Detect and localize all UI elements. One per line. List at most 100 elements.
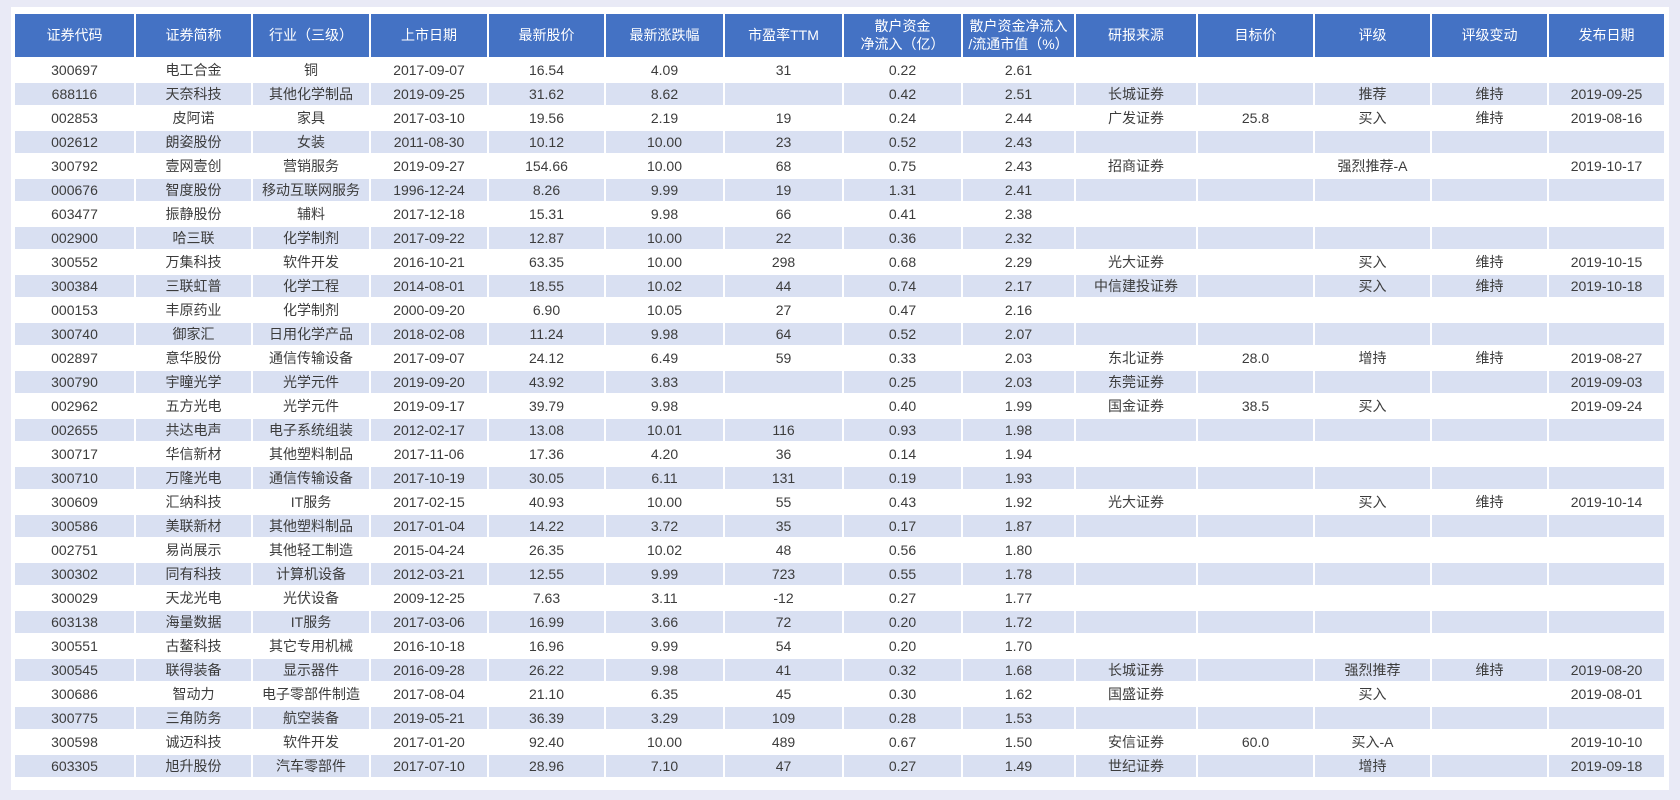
cell-latest_price: 16.99 xyxy=(488,610,606,635)
column-header-latest_price[interactable]: 最新股价 xyxy=(488,14,606,60)
cell-industry: 营销服务 xyxy=(252,154,371,179)
column-header-change_pct[interactable]: 最新涨跌幅 xyxy=(605,14,725,60)
table-row[interactable]: 603477 振静股份 辅料 2017-12-18 15.31 9.98 66 0.41 2.3… xyxy=(15,202,1664,227)
cell-rating_change: 维持 xyxy=(1431,106,1549,131)
cell-change_pct: 3.83 xyxy=(605,370,725,395)
cell-industry: 航空装备 xyxy=(252,706,371,731)
cell-code: 300710 xyxy=(15,466,136,491)
table-row[interactable]: 603305 旭升股份 汽车零部件 2017-07-10 28.96 7.10 47 0.27… xyxy=(15,754,1664,779)
cell-listing_date: 2016-10-21 xyxy=(370,250,489,275)
cell-inflow_ratio: 2.43 xyxy=(962,154,1076,179)
table-row[interactable]: 300384 三联虹普 化学工程 2014-08-01 18.55 10.02 44 0.74… xyxy=(15,274,1664,299)
cell-target_price xyxy=(1197,466,1315,491)
cell-change_pct: 3.66 xyxy=(605,610,725,635)
table-row[interactable]: 300029 天龙光电 光伏设备 2009-12-25 7.63 3.11 -12 0.27 1… xyxy=(15,586,1664,611)
table-row[interactable]: 002897 意华股份 通信传输设备 2017-09-07 24.12 6.49 59 0.3… xyxy=(15,346,1664,371)
table-row[interactable]: 300710 万隆光电 通信传输设备 2017-10-19 30.05 6.11 131 0.… xyxy=(15,466,1664,491)
cell-latest_price: 8.26 xyxy=(488,178,606,203)
cell-retail_inflow: 0.93 xyxy=(843,418,963,443)
cell-listing_date: 2017-11-06 xyxy=(370,442,489,467)
cell-target_price xyxy=(1197,754,1315,779)
table-row[interactable]: 000676 智度股份 移动互联网服务 1996-12-24 8.26 9.99 19 1.3… xyxy=(15,178,1664,203)
cell-target_price: 28.0 xyxy=(1197,346,1315,371)
table-row[interactable]: 002900 哈三联 化学制剂 2017-09-22 12.87 10.00 22 0.36 2… xyxy=(15,226,1664,251)
table-row[interactable]: 002751 易尚展示 其他轻工制造 2015-04-24 26.35 10.02 48 0.… xyxy=(15,538,1664,563)
cell-pe_ttm: 22 xyxy=(724,226,844,251)
cell-industry: 电子系统组装 xyxy=(252,418,371,443)
cell-publish_date: 2019-08-16 xyxy=(1548,106,1664,131)
cell-rating: 买入-A xyxy=(1314,730,1432,755)
column-header-industry[interactable]: 行业（三级） xyxy=(252,14,371,60)
table-row[interactable]: 300775 三角防务 航空装备 2019-05-21 36.39 3.29 109 0.28… xyxy=(15,706,1664,731)
cell-code: 300686 xyxy=(15,682,136,707)
column-header-rating_change[interactable]: 评级变动 xyxy=(1431,14,1549,60)
column-header-report_source[interactable]: 研报来源 xyxy=(1075,14,1198,60)
cell-latest_price: 43.92 xyxy=(488,370,606,395)
table-row[interactable]: 688116 天奈科技 其他化学制品 2019-09-25 31.62 8.62 0.42 2… xyxy=(15,82,1664,107)
table-row[interactable]: 002612 朗姿股份 女装 2011-08-30 10.12 10.00 23 0.52 2.… xyxy=(15,130,1664,155)
column-header-publish_date[interactable]: 发布日期 xyxy=(1548,14,1664,60)
table-row[interactable]: 300697 电工合金铜 2017-09-07 16.54 4.09 31 0.22 2.61 xyxy=(15,58,1664,83)
table-row[interactable]: 300302 同有科技 计算机设备 2012-03-21 12.55 9.99 723 0.5… xyxy=(15,562,1664,587)
table-row[interactable]: 002655 共达电声 电子系统组装 2012-02-17 13.08 10.01 116 0… xyxy=(15,418,1664,443)
cell-target_price xyxy=(1197,226,1315,251)
column-header-pe_ttm[interactable]: 市盈率TTM xyxy=(724,14,844,60)
table-row[interactable]: 300686 智动力 电子零部件制造 2017-08-04 21.10 6.35 45 0.3… xyxy=(15,682,1664,707)
column-header-retail_inflow[interactable]: 散户资金 净流入（亿） xyxy=(843,14,963,60)
cell-industry: 其他化学制品 xyxy=(252,82,371,107)
cell-publish_date: 2019-09-25 xyxy=(1548,82,1664,107)
table-row[interactable]: 300551 古鳌科技 其它专用机械 2016-10-18 16.96 9.99 54 0.2… xyxy=(15,634,1664,659)
cell-listing_date: 2015-04-24 xyxy=(370,538,489,563)
cell-code: 002612 xyxy=(15,130,136,155)
cell-industry: 家具 xyxy=(252,106,371,131)
table-row[interactable]: 002853 皮阿诺 家具 2017-03-10 19.56 2.19 19 0.24 2.44… xyxy=(15,106,1664,131)
table-row[interactable]: 000153 丰原药业 化学制剂 2000-09-20 6.90 10.05 27 0.47 2… xyxy=(15,298,1664,323)
cell-change_pct: 9.98 xyxy=(605,202,725,227)
column-header-inflow_ratio[interactable]: 散户资金净流入 /流通市值（%） xyxy=(962,14,1076,60)
table-row[interactable]: 300552 万集科技 软件开发 2016-10-21 63.35 10.00 298 0.6… xyxy=(15,250,1664,275)
cell-inflow_ratio: 1.98 xyxy=(962,418,1076,443)
table-row[interactable]: 002962 五方光电 光学元件 2019-09-17 39.79 9.98 0.40 1.9… xyxy=(15,394,1664,419)
cell-industry: 通信传输设备 xyxy=(252,466,371,491)
cell-retail_inflow: 0.17 xyxy=(843,514,963,539)
cell-code: 300609 xyxy=(15,490,136,515)
column-header-rating[interactable]: 评级 xyxy=(1314,14,1432,60)
cell-rating_change: 维持 xyxy=(1431,346,1549,371)
cell-retail_inflow: 0.42 xyxy=(843,82,963,107)
table-row[interactable]: 300609 汇纳科技 IT服务 2017-02-15 40.93 10.00 55 0.43… xyxy=(15,490,1664,515)
table-row[interactable]: 300740 御家汇 日用化学产品 2018-02-08 11.24 9.98 64 0.52… xyxy=(15,322,1664,347)
table-row[interactable]: 300598 诚迈科技 软件开发 2017-01-20 92.40 10.00 489 0.6… xyxy=(15,730,1664,755)
cell-report_source: 光大证券 xyxy=(1075,490,1198,515)
cell-publish_date: 2019-08-27 xyxy=(1548,346,1664,371)
cell-retail_inflow: 0.24 xyxy=(843,106,963,131)
cell-publish_date: 2019-10-17 xyxy=(1548,154,1664,179)
cell-rating_change xyxy=(1431,154,1549,179)
cell-change_pct: 3.72 xyxy=(605,514,725,539)
column-header-listing_date[interactable]: 上市日期 xyxy=(370,14,489,60)
cell-name: 天奈科技 xyxy=(135,82,253,107)
cell-pe_ttm: 27 xyxy=(724,298,844,323)
cell-retail_inflow: 0.25 xyxy=(843,370,963,395)
cell-inflow_ratio: 1.49 xyxy=(962,754,1076,779)
column-header-target_price[interactable]: 目标价 xyxy=(1197,14,1315,60)
cell-rating xyxy=(1314,466,1432,491)
table-row[interactable]: 300545 联得装备 显示器件 2016-09-28 26.22 9.98 41 0.32 1… xyxy=(15,658,1664,683)
cell-report_source: 中信建投证券 xyxy=(1075,274,1198,299)
cell-industry: 光学元件 xyxy=(252,394,371,419)
cell-rating_change xyxy=(1431,706,1549,731)
table-row[interactable]: 300790 宇瞳光学 光学元件 2019-09-20 43.92 3.83 0.25 2.0… xyxy=(15,370,1664,395)
cell-inflow_ratio: 2.41 xyxy=(962,178,1076,203)
table-row[interactable]: 603138 海量数据 IT服务 2017-03-06 16.99 3.66 72 0.20 1… xyxy=(15,610,1664,635)
cell-rating_change: 维持 xyxy=(1431,658,1549,683)
cell-target_price xyxy=(1197,682,1315,707)
table-row[interactable]: 300792 壹网壹创 营销服务 2019-09-27 154.66 10.00 68 0.7… xyxy=(15,154,1664,179)
column-header-code[interactable]: 证券代码 xyxy=(15,14,136,60)
column-header-name[interactable]: 证券简称 xyxy=(135,14,253,60)
cell-inflow_ratio: 1.78 xyxy=(962,562,1076,587)
cell-industry: 通信传输设备 xyxy=(252,346,371,371)
cell-report_source: 长城证券 xyxy=(1075,82,1198,107)
cell-latest_price: 6.90 xyxy=(488,298,606,323)
cell-code: 300384 xyxy=(15,274,136,299)
table-row[interactable]: 300586 美联新材 其他塑料制品 2017-01-04 14.22 3.72 35 0.1… xyxy=(15,514,1664,539)
table-row[interactable]: 300717 华信新材 其他塑料制品 2017-11-06 17.36 4.20 36 0.1… xyxy=(15,442,1664,467)
